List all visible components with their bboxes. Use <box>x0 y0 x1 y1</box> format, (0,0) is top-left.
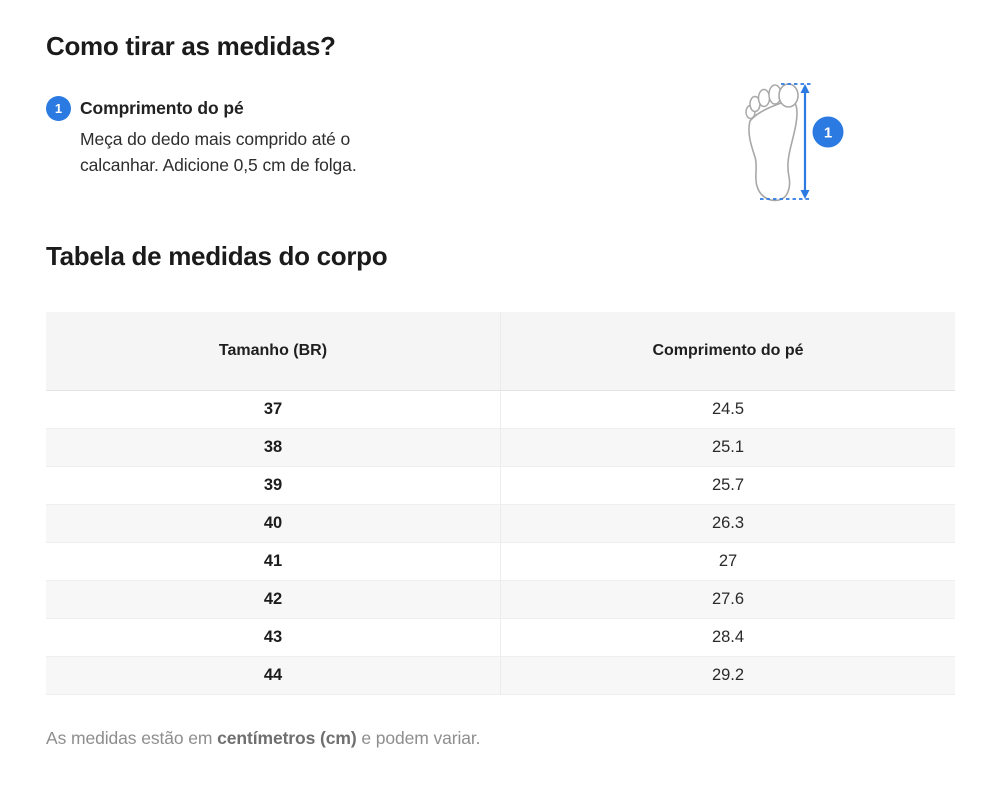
table-row: 43 28.4 <box>46 618 955 657</box>
size-table-head: Tamanho (BR) Comprimento do pé <box>46 312 955 391</box>
figure-badge-number: 1 <box>824 125 832 142</box>
foot-outline-with-measurement-arrow-icon: 1 <box>745 83 844 202</box>
foot-length-cell: 24.5 <box>500 390 955 429</box>
step-number-badge: 1 <box>46 96 71 121</box>
foot-length-cell: 25.1 <box>500 428 955 467</box>
size-table-body: 37 24.5 38 25.1 39 25.7 40 26.3 41 27 42 27.6 43 28.4… <box>46 390 955 695</box>
table-section-title: Tabela de medidas do corpo <box>46 241 388 271</box>
size-cell: 43 <box>46 618 501 657</box>
page-title: Como tirar as medidas? <box>46 31 336 61</box>
size-cell: 40 <box>46 504 501 543</box>
size-cell: 44 <box>46 656 501 695</box>
size-cell: 38 <box>46 428 501 467</box>
foot-length-cell: 27 <box>500 542 955 581</box>
table-row: 42 27.6 <box>46 580 955 619</box>
size-guide-page: Como tirar as medidas? 1 Comprimento do … <box>0 30 1000 794</box>
table-row: 38 25.1 <box>46 428 955 467</box>
units-footnote: As medidas estão em centímetros (cm) e p… <box>46 728 955 749</box>
footnote-prefix: As medidas estão em <box>46 727 218 748</box>
table-row: 37 24.5 <box>46 390 955 429</box>
foot-length-cell: 26.3 <box>500 504 955 543</box>
column-header-foot-length: Comprimento do pé <box>500 312 955 391</box>
size-cell: 42 <box>46 580 501 619</box>
size-table: Tamanho (BR) Comprimento do pé 37 24.5 38 2… <box>46 312 955 695</box>
table-row: 40 26.3 <box>46 504 955 543</box>
step-title: Comprimento do pé <box>80 98 244 118</box>
column-header-size: Tamanho (BR) <box>46 312 501 391</box>
step-description: Meça do dedo mais comprido até o calcanh… <box>80 129 357 175</box>
foot-measurement-figure: 1 <box>743 72 855 214</box>
table-row: 44 29.2 <box>46 656 955 695</box>
size-cell: 41 <box>46 542 501 581</box>
foot-length-cell: 29.2 <box>500 656 955 695</box>
measurement-guide-row: 1 Comprimento do pé Meça do dedo mais co… <box>46 72 955 214</box>
size-cell: 37 <box>46 390 501 429</box>
size-table-header-row: Tamanho (BR) Comprimento do pé <box>46 312 955 391</box>
size-cell: 39 <box>46 466 501 505</box>
step-foot-length: 1 Comprimento do pé Meça do dedo mais co… <box>46 96 430 178</box>
foot-length-cell: 25.7 <box>500 466 955 505</box>
footnote-suffix: e podem variar. <box>356 727 481 748</box>
foot-length-cell: 27.6 <box>500 580 955 619</box>
foot-length-cell: 28.4 <box>500 618 955 657</box>
footnote-units: centímetros (cm) <box>217 727 357 748</box>
step-head: 1 Comprimento do pé <box>46 96 430 121</box>
table-row: 39 25.7 <box>46 466 955 505</box>
table-row: 41 27 <box>46 542 955 581</box>
